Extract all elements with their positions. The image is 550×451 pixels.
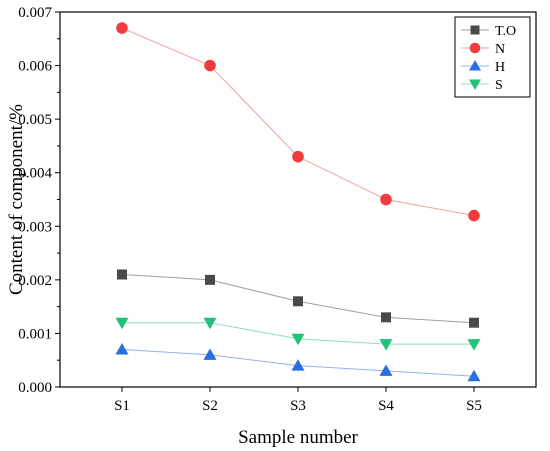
x-tick-label: S3 — [290, 398, 306, 414]
y-tick-label: 0.003 — [18, 219, 52, 235]
x-axis: S1 S2 S3 S4 S5 — [114, 387, 482, 414]
series-3 — [115, 317, 481, 351]
y-tick-label: 0.006 — [18, 59, 52, 75]
legend: T.O NHS — [454, 16, 531, 98]
y-tick-label: 0.002 — [18, 273, 52, 289]
legend-entry: H — [461, 60, 505, 75]
y-tick-label: 0.000 — [18, 380, 52, 396]
series-1 — [116, 22, 480, 222]
legend-marker — [469, 60, 481, 71]
legend-label: S — [495, 78, 503, 93]
legend-entry: T.O — [461, 24, 516, 39]
data-point — [468, 209, 480, 222]
legend-label: T.O — [495, 24, 516, 39]
legend-box — [454, 16, 531, 98]
data-point — [379, 364, 393, 376]
data-point — [117, 269, 127, 280]
data-point — [116, 22, 128, 34]
data-point — [292, 150, 304, 163]
data-point — [115, 343, 129, 355]
y-tick-label: 0.005 — [18, 112, 52, 128]
legend-label: H — [495, 60, 505, 75]
x-axis-title: Sample number — [238, 427, 358, 448]
data-point — [467, 369, 481, 382]
y-tick-label: 0.001 — [18, 326, 52, 342]
y-axis-title: Content of component/% — [6, 104, 27, 295]
legend-entry: N — [461, 42, 505, 57]
y-axis: 0.000 0.001 0.002 0.003 0.004 0.005 0.006 0.007 — [18, 5, 60, 396]
y-tick-label: 0.004 — [18, 166, 52, 182]
data-point — [293, 296, 303, 307]
data-point — [467, 339, 481, 351]
data-point — [380, 193, 392, 206]
series-layer — [115, 22, 481, 382]
x-tick-label: S2 — [202, 398, 218, 414]
data-point — [381, 312, 391, 323]
data-point — [379, 339, 393, 351]
legend-label: N — [495, 42, 505, 57]
legend-marker — [469, 42, 481, 54]
legend-marker — [470, 25, 480, 35]
x-tick-label: S4 — [378, 398, 394, 414]
series-line — [121, 27, 475, 217]
data-point — [115, 317, 129, 330]
data-point — [203, 317, 217, 330]
x-tick-label: S5 — [466, 398, 482, 414]
x-tick-label: S1 — [114, 398, 130, 414]
y-tick-label: 0.007 — [18, 5, 52, 21]
series-0 — [117, 269, 479, 328]
data-point — [291, 333, 305, 346]
legend-entry: S — [461, 78, 503, 93]
series-2 — [115, 343, 481, 382]
data-point — [205, 274, 215, 285]
data-point — [204, 59, 216, 72]
data-point — [469, 317, 479, 328]
data-point — [291, 359, 305, 371]
data-point — [203, 348, 217, 360]
legend-marker — [469, 79, 481, 90]
